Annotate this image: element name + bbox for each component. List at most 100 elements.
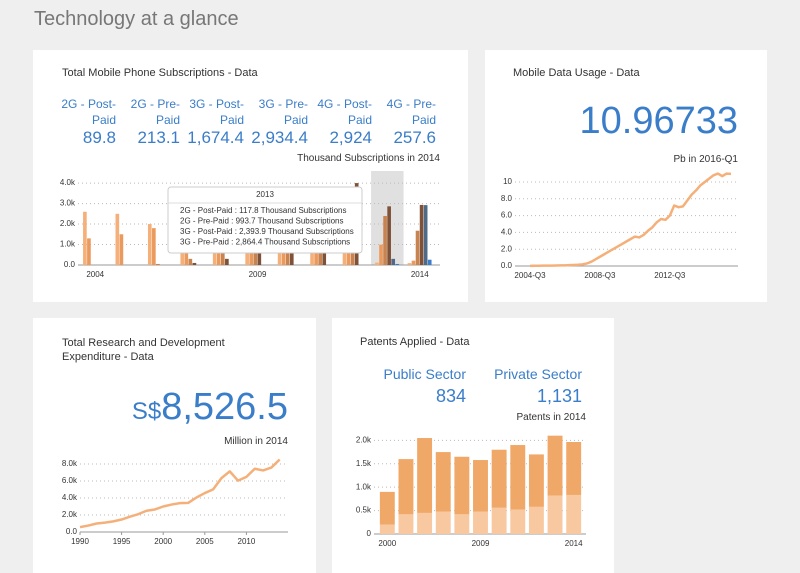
bar xyxy=(87,238,91,265)
bar xyxy=(391,258,396,265)
y-tick-label: 8.0k xyxy=(62,459,78,468)
tooltip-line: 3G - Post-Paid : 2,393.9 Thousand Subscr… xyxy=(180,227,354,236)
bar-segment xyxy=(417,438,433,513)
line xyxy=(79,458,281,529)
card-title: Total Research and Development Expenditu… xyxy=(62,337,225,363)
card-title: Mobile Data Usage - Data xyxy=(513,67,640,79)
bar xyxy=(119,234,124,265)
y-tick-label: 4.0k xyxy=(60,178,76,187)
bar xyxy=(407,263,412,265)
tooltip-line: 2G - Pre-Paid : 993.7 Thousand Subscript… xyxy=(180,217,344,226)
x-tick-label: 2005 xyxy=(196,537,214,546)
y-tick-label: 3.0k xyxy=(60,199,76,208)
bar-segment xyxy=(473,460,488,512)
bar xyxy=(419,204,424,265)
stat-value: 1,131 xyxy=(536,386,582,406)
bar xyxy=(411,260,416,265)
bar-segment xyxy=(566,494,582,534)
bar-segment xyxy=(510,445,526,510)
stat-label: 4G - Pre-Paid xyxy=(386,97,436,127)
bar xyxy=(220,252,225,265)
stat-value: 257.6 xyxy=(393,128,436,147)
unit: Patents in 2014 xyxy=(516,412,587,423)
y-tick-label: 8.0 xyxy=(501,194,513,203)
page-title: Technology at a glance xyxy=(34,8,239,30)
y-tick-label: 0.0 xyxy=(501,261,513,270)
bar-segment xyxy=(491,507,507,534)
stat-value: 834 xyxy=(435,386,466,406)
stat-label: 2G - Pre-Paid xyxy=(130,97,180,127)
stat-value: 213.1 xyxy=(137,128,180,147)
bar xyxy=(342,252,347,265)
bar xyxy=(147,224,152,265)
y-tick-label: 10 xyxy=(503,177,512,186)
bar-segment xyxy=(528,454,544,507)
bar-segment xyxy=(435,452,451,512)
bar xyxy=(152,228,156,265)
y-tick-label: 6.0k xyxy=(62,476,78,485)
y-tick-label: 0 xyxy=(367,529,372,538)
line xyxy=(529,172,732,268)
bar-segment xyxy=(398,459,414,515)
bar-segment xyxy=(417,512,433,534)
bar xyxy=(427,259,432,265)
stat-value: 89.8 xyxy=(82,128,116,147)
bar-segment xyxy=(473,511,488,534)
bar-segment xyxy=(379,491,395,525)
y-tick-label: 1.0k xyxy=(60,240,76,249)
x-tick-label: 2010 xyxy=(238,537,256,546)
bar-segment xyxy=(566,442,582,495)
amount: 8,526.5 xyxy=(161,386,288,428)
big-number: 10.96733 xyxy=(579,100,739,142)
big-number: S$8,526.5 xyxy=(68,386,288,429)
bar-segment xyxy=(454,514,470,534)
bar xyxy=(375,262,379,265)
bar xyxy=(257,248,262,265)
bar xyxy=(387,206,391,265)
bar-segment xyxy=(435,511,451,534)
x-tick-label: 2014 xyxy=(411,270,429,279)
x-tick-label: 2000 xyxy=(154,537,172,546)
card-title: Patents Applied - Data xyxy=(360,336,470,348)
stat-label: 2G - Post-Paid xyxy=(61,97,116,127)
unit: Thousand Subscriptions in 2014 xyxy=(297,153,440,164)
y-tick-label: 6.0 xyxy=(501,211,513,220)
stat-label: Private Sector xyxy=(494,366,582,382)
x-tick-label: 2014 xyxy=(565,539,583,548)
bar xyxy=(415,230,420,265)
bar xyxy=(383,215,387,265)
bar xyxy=(156,263,160,265)
x-tick-label: 2004 xyxy=(86,270,104,279)
bar xyxy=(83,211,87,265)
bar-segment xyxy=(454,456,470,515)
bar-segment xyxy=(491,449,507,508)
x-tick-label: 1995 xyxy=(113,537,131,546)
stat-value: 2,924 xyxy=(329,128,372,147)
bar xyxy=(115,213,120,265)
y-tick-label: 1.0k xyxy=(356,482,372,491)
bar xyxy=(395,263,400,265)
currency: S$ xyxy=(131,398,162,425)
unit: Million in 2014 xyxy=(224,436,288,447)
bar-segment xyxy=(547,435,563,496)
y-tick-label: 4.0 xyxy=(501,228,513,237)
tooltip-line: 2G - Post-Paid : 117.8 Thousand Subscrip… xyxy=(180,206,346,215)
stat-value: 1,674.4 xyxy=(187,128,244,147)
stat-label: 4G - Post-Paid xyxy=(317,97,372,127)
stat-label: 3G - Post-Paid xyxy=(189,97,244,127)
bar xyxy=(379,244,383,265)
x-tick-label: 2008-Q3 xyxy=(584,271,616,280)
x-tick-label: 1990 xyxy=(71,537,89,546)
y-tick-label: 0.5k xyxy=(356,506,372,515)
bar xyxy=(225,258,229,265)
x-tick-label: 2000 xyxy=(378,539,396,548)
card-title: Total Mobile Phone Subscriptions - Data xyxy=(62,67,258,79)
x-tick-label: 2009 xyxy=(472,539,490,548)
bar-segment xyxy=(528,506,544,534)
bar-segment xyxy=(547,495,563,534)
bar-segment xyxy=(379,524,395,534)
y-tick-label: 1.5k xyxy=(356,459,372,468)
y-tick-label: 0.0 xyxy=(64,260,76,269)
x-tick-label: 2009 xyxy=(249,270,267,279)
tooltip-title: 2013 xyxy=(256,190,274,199)
